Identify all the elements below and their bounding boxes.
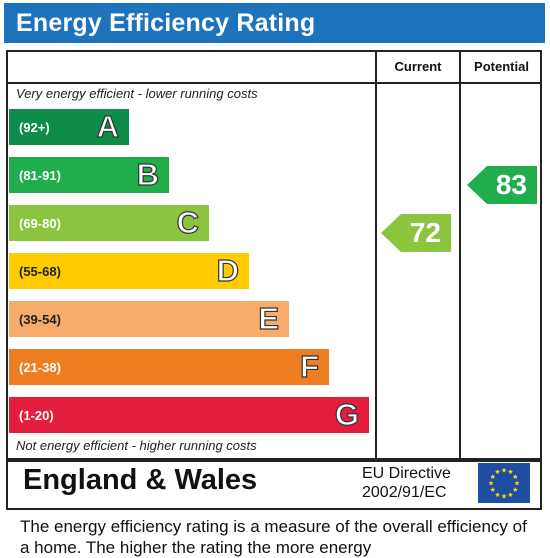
band-e: (39-54) E <box>9 300 289 337</box>
footer-divider <box>8 460 540 462</box>
footer-row: England & Wales EU Directive 2002/91/EC … <box>6 458 542 510</box>
rating-frame: Current Potential Very energy efficient … <box>6 50 542 462</box>
band-c-letter: C <box>176 204 200 240</box>
directive-line-1: EU Directive <box>362 465 451 482</box>
band-g-range: (1-20) <box>19 407 54 423</box>
eu-flag-icon: ★ ★ ★ ★ ★ ★ ★ ★ ★ ★ ★ ★ <box>478 463 530 503</box>
eu-star-icon: ★ <box>490 486 496 494</box>
band-a: (92+) A <box>9 108 129 145</box>
current-rating-arrow: 72 <box>381 214 451 252</box>
eu-star-icon: ★ <box>490 473 496 481</box>
potential-column-divider <box>459 52 461 458</box>
header-divider <box>8 82 540 84</box>
potential-rating-arrow: 83 <box>467 166 537 204</box>
band-f-letter: F <box>299 348 319 384</box>
eu-star-icon: ★ <box>488 480 494 488</box>
eu-directive: EU Directive 2002/91/EC <box>362 464 451 502</box>
current-column-header: Current <box>394 59 442 74</box>
band-d-letter: D <box>216 252 240 288</box>
bottom-caption: Not energy efficient - higher running co… <box>16 438 257 453</box>
eu-star-icon: ★ <box>501 467 507 475</box>
region-label: England & Wales <box>23 464 258 496</box>
rating-title: Energy Efficiency Rating <box>4 3 545 43</box>
eu-star-icon: ★ <box>507 491 513 499</box>
band-g-letter: G <box>334 396 359 432</box>
band-g: (1-20) G <box>9 396 369 433</box>
band-b: (81-91) B <box>9 156 169 193</box>
band-e-range: (39-54) <box>19 311 61 327</box>
band-c-range: (69-80) <box>19 215 61 231</box>
potential-column-header: Potential <box>474 59 529 74</box>
directive-line-2: 2002/91/EC <box>362 484 447 501</box>
band-b-range: (81-91) <box>19 167 61 183</box>
band-f: (21-38) F <box>9 348 329 385</box>
current-column-divider <box>375 52 377 458</box>
band-e-letter: E <box>258 300 280 336</box>
top-caption: Very energy efficient - lower running co… <box>16 86 258 101</box>
eu-star-icon: ★ <box>494 491 500 499</box>
eu-star-icon: ★ <box>512 473 518 481</box>
eu-star-icon: ★ <box>514 480 520 488</box>
eu-star-icon: ★ <box>494 468 500 476</box>
current-rating-value: 72 <box>409 217 441 248</box>
eu-star-icon: ★ <box>512 486 518 494</box>
band-f-range: (21-38) <box>19 359 61 375</box>
band-d-range: (55-68) <box>19 263 61 279</box>
eu-star-icon: ★ <box>507 468 513 476</box>
band-c: (69-80) C <box>9 204 209 241</box>
rating-description: The energy efficiency rating is a measur… <box>20 517 527 557</box>
band-b-letter: B <box>136 156 160 192</box>
eu-star-icon: ★ <box>501 493 507 501</box>
band-a-letter: A <box>96 108 120 144</box>
potential-rating-value: 83 <box>495 169 527 200</box>
band-a-range: (92+) <box>19 119 50 135</box>
band-d: (55-68) D <box>9 252 249 289</box>
